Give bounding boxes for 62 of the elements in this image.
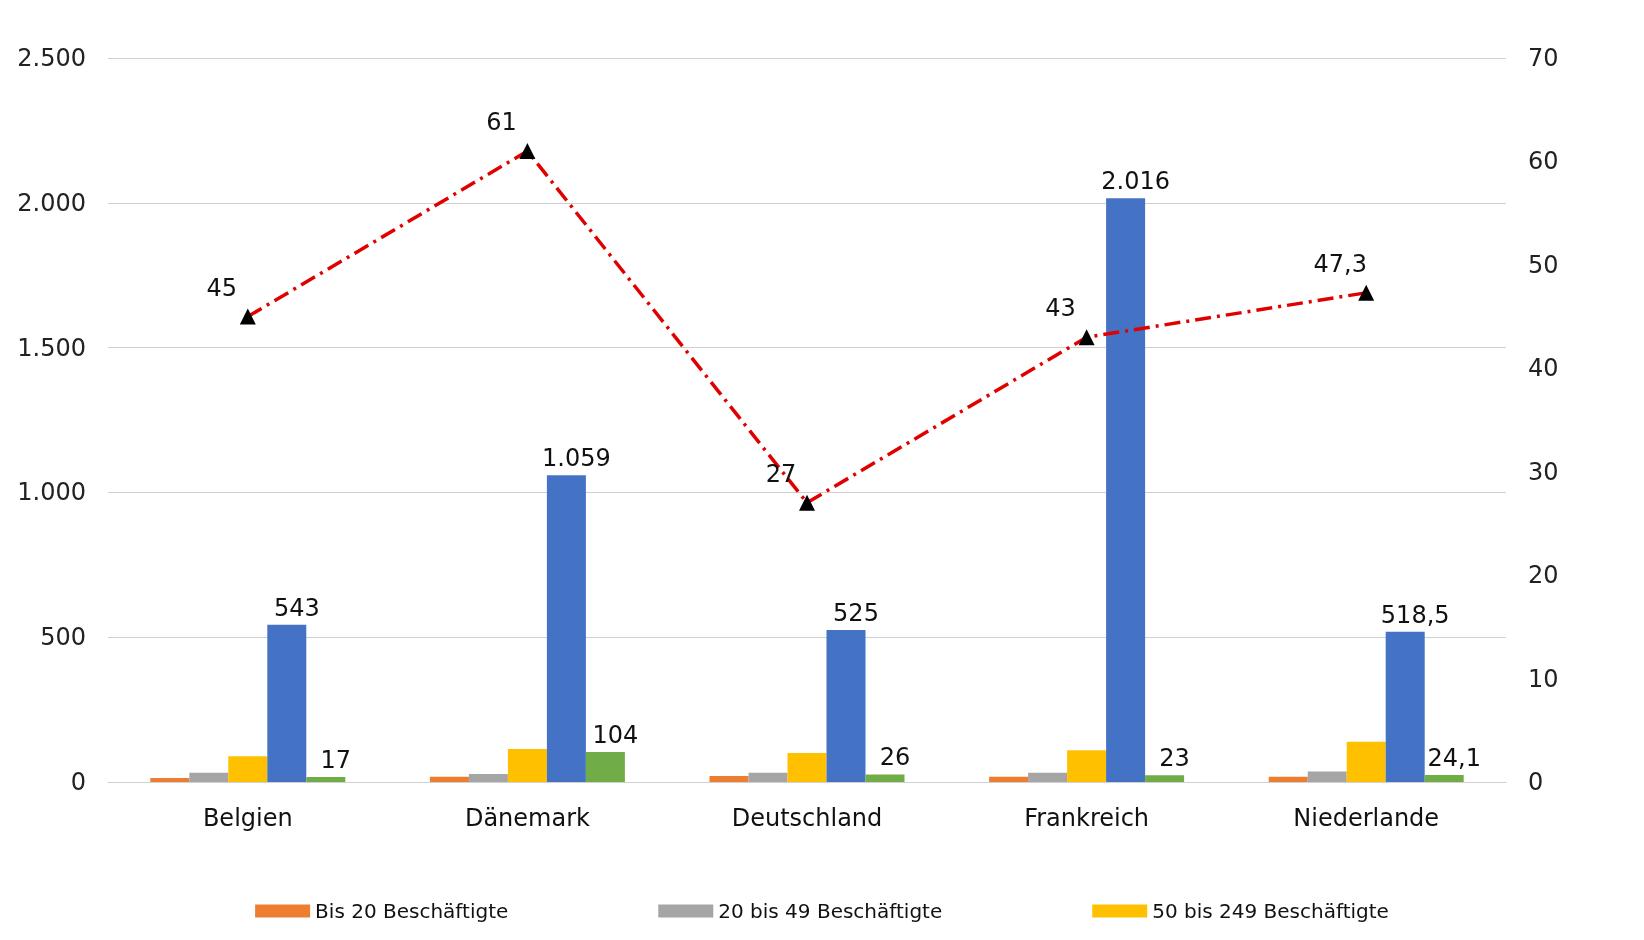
bar — [1307, 771, 1347, 782]
y2-tick-label: 10 — [1528, 664, 1559, 693]
bar — [267, 624, 307, 782]
bar — [1346, 741, 1386, 782]
bar — [709, 775, 749, 782]
bar — [1145, 775, 1185, 782]
x-tick-label: Frankreich — [1024, 804, 1150, 832]
y-tick-label: 0 — [70, 768, 86, 796]
bar — [1385, 631, 1425, 782]
x-tick-label: Deutschland — [731, 804, 883, 832]
legend-label: 20 bis 49 Beschäftigte — [718, 899, 943, 923]
x-tick-label: Dänemark — [464, 804, 591, 832]
bar — [228, 756, 268, 782]
y2-tick-label: 40 — [1528, 354, 1559, 383]
data-label: 104 — [592, 720, 639, 749]
y-tick-label: 1.000 — [17, 478, 86, 507]
y-tick-label: 2.000 — [17, 188, 86, 217]
bar — [989, 776, 1029, 782]
data-label: 17 — [320, 746, 352, 775]
bar — [546, 475, 586, 782]
y-tick-label: 2.500 — [17, 44, 86, 72]
data-label: 26 — [879, 743, 911, 772]
y2-tick-label: 0 — [1528, 768, 1544, 796]
data-label: 47,3 — [1313, 249, 1367, 278]
bar — [1067, 750, 1107, 782]
y2-tick-label: 30 — [1528, 457, 1559, 486]
bar — [1106, 198, 1146, 782]
y-tick-label: 500 — [40, 623, 86, 652]
data-label: 2.016 — [1101, 167, 1170, 196]
data-label: 43 — [1045, 294, 1076, 323]
data-label: 525 — [833, 598, 879, 627]
y-tick-label: 1.500 — [17, 333, 86, 362]
data-label: 61 — [486, 108, 517, 137]
bar — [826, 629, 866, 782]
x-tick-label: Niederlande — [1293, 804, 1440, 832]
bar — [1028, 772, 1068, 782]
data-label: 518,5 — [1380, 600, 1450, 629]
bar — [189, 772, 229, 782]
data-label: 543 — [273, 593, 320, 622]
data-label: 23 — [1159, 744, 1190, 773]
y2-tick-label: 60 — [1528, 147, 1559, 176]
bar — [150, 777, 190, 782]
bar — [468, 773, 508, 782]
bar — [1424, 775, 1464, 782]
bar — [1268, 776, 1308, 782]
bar — [748, 772, 788, 782]
legend-label: Bis 20 Beschäftigte — [315, 899, 509, 923]
y2-tick-label: 50 — [1528, 250, 1559, 279]
data-label: 24,1 — [1427, 744, 1481, 773]
legend-label: 50 bis 249 Beschäftigte — [1152, 899, 1389, 923]
x-tick-label: Belgien — [202, 804, 293, 832]
y2-tick-label: 70 — [1528, 44, 1559, 72]
bar — [306, 777, 346, 782]
bar — [787, 753, 827, 782]
y2-tick-label: 20 — [1528, 561, 1559, 590]
bar — [865, 774, 905, 782]
bar — [585, 751, 625, 782]
bar — [429, 776, 469, 782]
data-label: 1.059 — [542, 444, 611, 473]
bar — [507, 748, 547, 782]
data-label: 27 — [765, 459, 797, 488]
data-label: 45 — [206, 273, 238, 302]
